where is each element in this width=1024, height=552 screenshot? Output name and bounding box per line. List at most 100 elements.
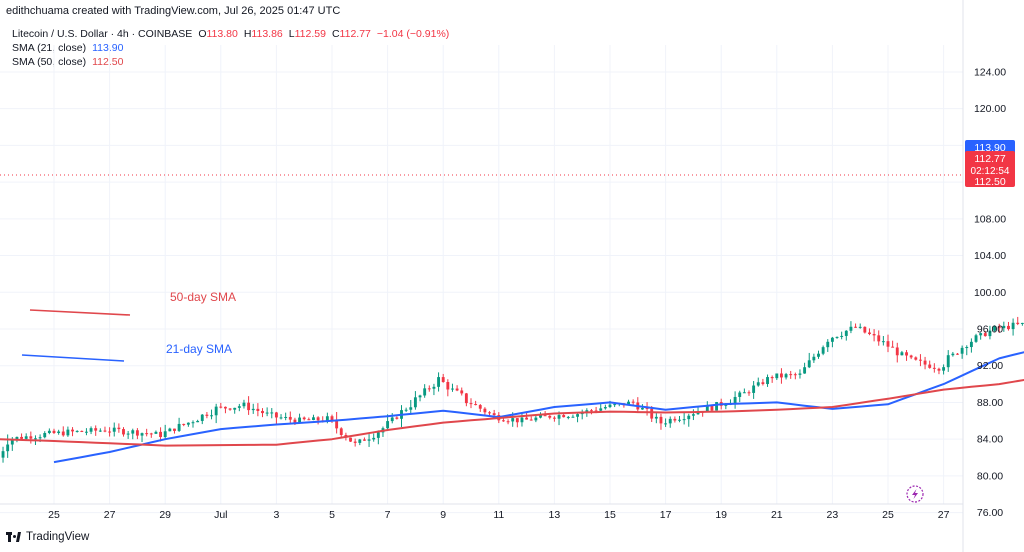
candle [214,403,218,424]
candle [858,323,862,329]
candle [94,425,98,436]
candle-body [117,427,121,430]
candle [937,367,941,375]
candle-body [664,423,668,425]
candle-body [386,421,390,429]
lightning-icon[interactable] [906,485,924,503]
candle [288,411,292,425]
candle [61,426,65,437]
candle [969,338,973,353]
candle [603,404,607,410]
candle-body [358,439,362,443]
candle-body [61,431,65,436]
sma21-line [53,351,1024,464]
candle-body [960,347,964,354]
price-axis[interactable]: 124.00120.00116.00112.00108.00104.00100.… [974,66,1006,519]
candle [1011,318,1015,336]
symbol-row[interactable]: Litecoin / U.S. Dollar · 4h · COINBASE O… [12,27,449,41]
candle [1007,321,1010,331]
candle-body [159,431,163,438]
candle-body [242,402,246,407]
y-tick-label: 96.00 [977,324,1003,336]
candle [400,405,403,428]
candle-body [464,393,468,404]
candle [779,368,783,384]
candle-body [511,418,515,422]
tradingview-logo[interactable]: TradingView [6,531,89,543]
indicator-sma21[interactable]: SMA (21, close) 113.90 [12,41,449,55]
x-tick-label: 7 [385,509,391,521]
candle [43,431,47,439]
candle [284,412,288,421]
candle-body [469,403,473,405]
candle-body [279,417,283,419]
candle-body [854,326,858,328]
candle [256,403,260,417]
candle-body [756,382,760,386]
moving-averages [0,351,1024,464]
candle [645,402,649,416]
candle [182,423,186,427]
candle-body [715,402,719,411]
candle [205,411,209,419]
candle [733,391,737,409]
candle [298,413,302,424]
candle-body [724,404,728,406]
time-axis[interactable]: 25 27 29 Jul 3 5 7 9 11 13 15 17 19 21 23 25 27 [48,509,949,521]
x-tick-label: 9 [440,509,446,521]
candle [117,423,121,433]
candle [367,434,371,447]
candle [261,408,264,418]
candle [803,362,807,374]
candle-body [965,347,969,349]
candle [395,416,399,420]
candle-body [923,360,927,365]
candle [854,323,858,328]
candle-body [261,410,264,414]
candle-body [38,437,42,439]
candle [223,406,227,414]
candle-body [784,374,788,378]
candle-body [168,428,172,432]
candle-body [29,436,33,439]
x-tick-label: 25 [48,509,60,521]
candle-body [270,412,274,414]
candle [154,430,158,434]
ohlc-open: O113.80 [198,28,238,40]
candle-body [687,415,691,420]
candle-body [529,419,533,421]
y-tick-label: 76.00 [977,507,1003,519]
indicator-sma50[interactable]: SMA (50, close) 112.50 [12,55,449,69]
candle [279,414,283,420]
candle [636,397,640,413]
candle [451,383,454,392]
x-tick-label: 27 [104,509,116,521]
candle-body [951,353,955,356]
candle-body [24,436,28,439]
candle-body [974,335,978,342]
candle-body [154,431,158,434]
candle [312,414,315,421]
candle [914,356,918,361]
candle [682,411,686,425]
candle-body [214,406,218,416]
candle-body [10,439,14,445]
candle-body [534,417,538,421]
candle [830,336,834,348]
sma50-line [0,378,1024,447]
candle-body [131,430,135,434]
candle [983,330,987,337]
candle-body [474,404,478,406]
candle-body [627,401,630,406]
candle-body [284,416,288,418]
candle-body [376,432,380,438]
candle [817,350,820,359]
candle-body [562,415,566,418]
candle-body [34,438,37,440]
y-tick-label: 124.00 [974,66,1006,78]
indicator-sma21-value: 113.90 [92,42,124,54]
candle-body [654,416,658,419]
candle-body [80,430,84,432]
candle-body [228,408,232,410]
